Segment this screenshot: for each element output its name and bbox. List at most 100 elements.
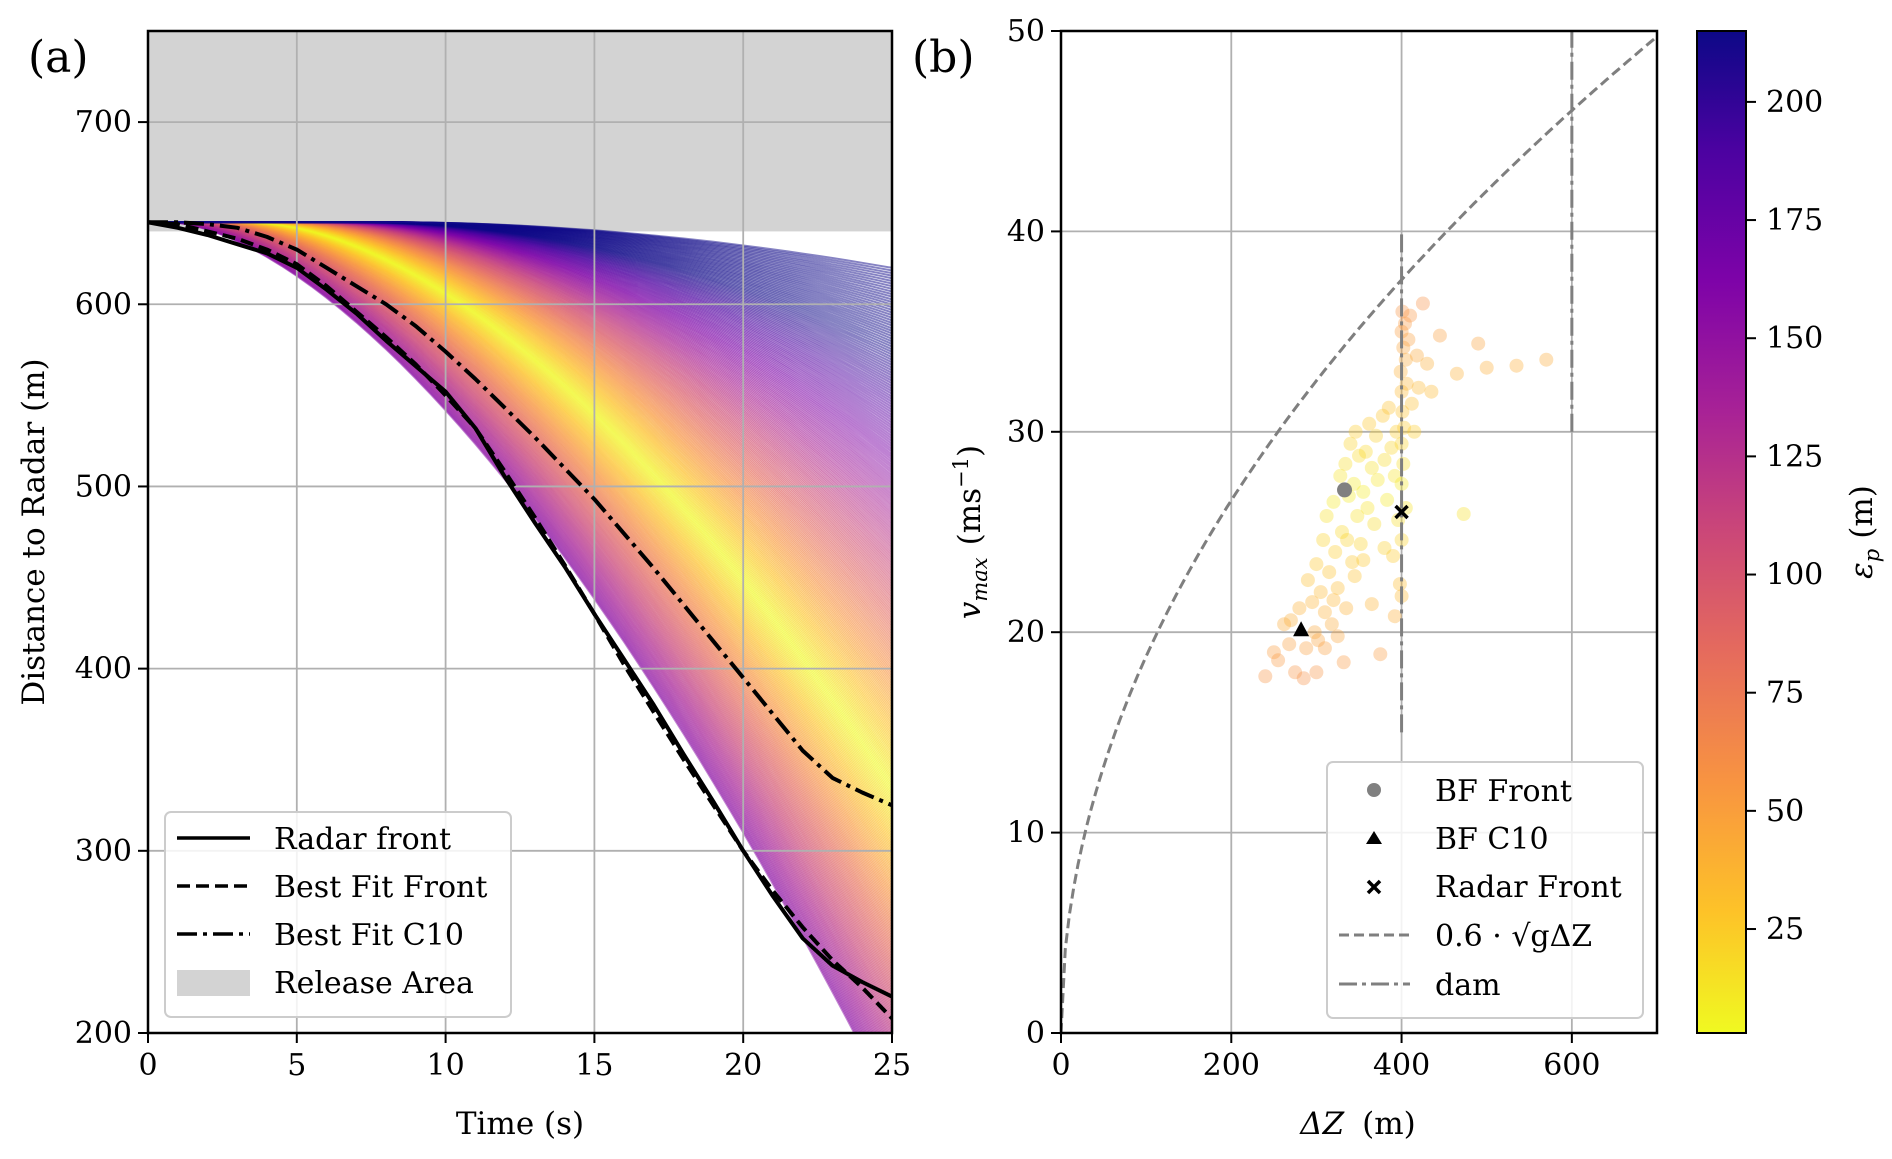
sqrt-reference-curve — [1061, 35, 1657, 1033]
legend-label-bf-c10: BF C10 — [1435, 822, 1549, 857]
y-tick-label: 700 — [75, 105, 132, 140]
scatter-point — [1396, 340, 1411, 355]
scatter-point — [1271, 653, 1286, 668]
scatter-point — [1358, 444, 1373, 459]
y-tick-label: 50 — [1007, 14, 1045, 49]
y-tick-label: 400 — [75, 652, 132, 687]
scatter-point — [1356, 484, 1371, 499]
panel-b-xlabel-var: ΔZ — [1299, 1106, 1344, 1142]
legend-label-radar-front: Radar front — [274, 822, 451, 857]
scatter-point — [1343, 436, 1358, 451]
y-tick-label: 40 — [1007, 214, 1045, 249]
scatter-point — [1432, 328, 1447, 343]
scatter-point — [1456, 507, 1471, 521]
panel-b-xlabel-unit: (m) — [1362, 1106, 1416, 1142]
x-tick-label: 400 — [1373, 1048, 1430, 1083]
y-tick-label: 30 — [1007, 415, 1045, 450]
scatter-point — [1324, 617, 1339, 632]
x-tick-label: 0 — [138, 1048, 157, 1083]
panel-b-markers — [1293, 482, 1409, 637]
colorbar-tick-label: 150 — [1766, 321, 1823, 356]
marker-bf-c10 — [1293, 621, 1310, 637]
panel-b-frame — [1059, 29, 1659, 1035]
scatter-point — [1339, 601, 1354, 616]
scatter-point — [1407, 424, 1422, 439]
scatter-point — [1392, 577, 1407, 592]
scatter-point — [1309, 665, 1324, 680]
scatter-point — [1296, 671, 1311, 686]
legend-label-release-area: Release Area — [274, 966, 474, 1001]
scatter-point — [1539, 352, 1554, 367]
scatter-point — [1479, 360, 1494, 375]
scatter-point — [1370, 472, 1385, 487]
legend-box-b — [1326, 761, 1644, 1019]
colorbar-tick-label: 125 — [1766, 439, 1823, 474]
scatter-point — [1404, 396, 1419, 411]
scatter-point — [1350, 509, 1365, 523]
scatter-point — [1336, 655, 1351, 670]
scatter-point — [1353, 537, 1368, 551]
scatter-point — [1277, 617, 1292, 632]
legend-label-dam: dam — [1435, 968, 1501, 1003]
y-tick-label: 600 — [75, 287, 132, 322]
scatter-point — [1381, 400, 1396, 415]
x-tick-label: 5 — [287, 1048, 306, 1083]
scatter-point — [1387, 468, 1402, 483]
scatter-point — [1313, 585, 1328, 600]
panel-b-ylabel-close: ) — [952, 445, 988, 457]
colorbar-label-unit: (m) — [1844, 485, 1880, 539]
legend-label-best-fit-c10: Best Fit C10 — [274, 918, 464, 953]
scatter-point — [1394, 384, 1409, 399]
simulation-trajectories — [148, 221, 892, 1033]
scatter-point — [1364, 597, 1379, 612]
scatter-point — [1282, 637, 1297, 652]
scatter-point — [1369, 428, 1383, 443]
colorbar-label-sub: p — [1860, 549, 1884, 562]
scatter-point — [1415, 296, 1430, 311]
scatter-point — [1283, 613, 1298, 628]
x-tick-label: 15 — [575, 1048, 613, 1083]
legend-label-radar-front: Radar Front — [1435, 870, 1622, 905]
panel-a-legend: Radar front Best Fit Front Best Fit C10 … — [164, 811, 512, 1018]
x-tick-label: 20 — [724, 1048, 762, 1083]
simulation-line — [148, 221, 892, 269]
scatter-point — [1317, 605, 1332, 620]
panel-b-lines — [1061, 31, 1657, 1033]
colorbar-label: εp (m) — [1844, 485, 1884, 579]
legend-marker-radar-front — [1366, 879, 1382, 895]
y-tick-label: 10 — [1007, 816, 1045, 851]
scatter-point — [1424, 384, 1439, 399]
panel-a-xlabel: Time (s) — [456, 1106, 584, 1142]
legend-label-bf-front: BF Front — [1435, 774, 1572, 809]
scatter-point — [1340, 533, 1355, 547]
panel-b-legend: BF Front BF C10 Radar Front 0.6 · √gΔZ d… — [1326, 761, 1644, 1019]
scatter-point — [1309, 557, 1324, 572]
scatter-point — [1401, 332, 1416, 347]
scatter-point — [1307, 625, 1322, 640]
y-tick-label: 500 — [75, 469, 132, 504]
colorbar-label-var: ε — [1844, 562, 1880, 579]
scatter-point — [1384, 440, 1399, 455]
scatter-point — [1409, 348, 1424, 363]
scatter-point — [1386, 549, 1401, 563]
scatter-point — [1345, 555, 1360, 570]
colorbar-tick-label: 200 — [1766, 85, 1823, 120]
colorbar: 25 50 75 100 125 150 175 200 εp (m) — [1696, 30, 1884, 1034]
marker-radar-front — [1394, 504, 1409, 520]
scatter-point — [1311, 633, 1326, 648]
scatter-point — [1364, 460, 1379, 475]
panel-a-ylabel: Distance to Radar (m) — [16, 358, 52, 705]
scatter-point — [1330, 581, 1345, 596]
scatter-point — [1305, 595, 1320, 610]
panel-b-xlabel: ΔZ (m) — [1299, 1106, 1415, 1142]
series-radar-front — [148, 220, 892, 999]
colorbar-tick-label: 75 — [1766, 676, 1804, 711]
scatter-point — [1300, 573, 1315, 588]
scatter-point — [1389, 424, 1404, 439]
y-tick-label: 20 — [1007, 615, 1045, 650]
scatter-point — [1258, 669, 1273, 684]
panel-a: 0 5 10 15 20 25 200 300 400 500 600 700 (a) Time (s… — [16, 29, 911, 1142]
scatter-point — [1449, 366, 1464, 381]
scatter-point — [1377, 452, 1392, 467]
scatter-point — [1373, 647, 1388, 662]
